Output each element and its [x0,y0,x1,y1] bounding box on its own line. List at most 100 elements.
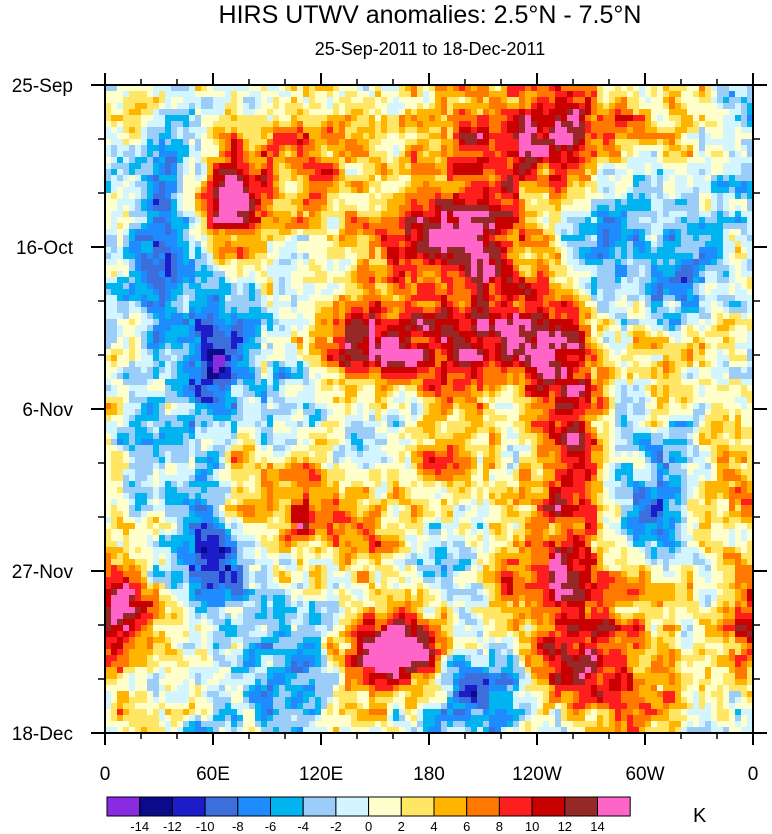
heatmap-cell [129,637,136,644]
heatmap-cell [165,271,172,278]
heatmap-cell [255,325,262,332]
heatmap-cell [153,409,160,416]
heatmap-cell [123,301,130,308]
heatmap-cell [195,559,202,566]
heatmap-cell [351,283,358,290]
heatmap-cell [279,523,286,530]
heatmap-cell [345,175,352,182]
heatmap-cell [249,211,256,218]
heatmap-cell [195,97,202,104]
heatmap-cell [279,565,286,572]
heatmap-cell [315,295,322,302]
heatmap-cell [315,91,322,98]
heatmap-cell [303,601,310,608]
heatmap-cell [189,577,196,584]
heatmap-cell [195,163,202,170]
heatmap-cell [375,697,382,704]
heatmap-cell [207,541,214,548]
heatmap-cell [159,643,166,650]
heatmap-cell [177,721,184,728]
heatmap-cell [219,505,226,512]
heatmap-cell [321,715,328,722]
heatmap-cell [135,589,142,596]
heatmap-cell [171,487,178,494]
heatmap-cell [105,637,112,644]
heatmap-cell [333,631,340,638]
heatmap-cell [135,541,142,548]
heatmap-cell [117,673,124,680]
heatmap-cell [159,625,166,632]
heatmap-cell [375,151,382,158]
heatmap-cell [249,715,256,722]
heatmap-cell [219,433,226,440]
heatmap-cell [129,133,136,140]
heatmap-cell [207,313,214,320]
heatmap-cell [201,667,208,674]
heatmap-cell [201,361,208,368]
heatmap-cell [117,157,124,164]
heatmap-cell [279,547,286,554]
heatmap-cell [363,349,370,356]
heatmap-cell [111,553,118,560]
heatmap-cell [333,313,340,320]
heatmap-cell [285,595,292,602]
heatmap-cell [339,169,346,176]
heatmap-cell [309,607,316,614]
heatmap-cell [249,391,256,398]
heatmap-cell [129,247,136,254]
heatmap-cell [381,145,388,152]
heatmap-cell [207,715,214,722]
heatmap-cell [237,643,244,650]
heatmap-cell [153,421,160,428]
heatmap-cell [177,127,184,134]
heatmap-cell [105,679,112,686]
heatmap-cell [105,163,112,170]
heatmap-cell [345,409,352,416]
heatmap-cell [363,127,370,134]
heatmap-cell [309,337,316,344]
heatmap-cell [129,451,136,458]
heatmap-cell [357,205,364,212]
heatmap-cell [321,409,328,416]
heatmap-cell [255,247,262,254]
heatmap-cell [111,223,118,230]
heatmap-cell [357,379,364,386]
heatmap-cell [201,157,208,164]
heatmap-cell [159,637,166,644]
heatmap-cell [303,655,310,662]
heatmap-cell [261,433,268,440]
heatmap-cell [273,475,280,482]
heatmap-cell [147,487,154,494]
heatmap-cell [339,337,346,344]
heatmap-cell [297,685,304,692]
heatmap-cell [165,505,172,512]
heatmap-cell [255,241,262,248]
heatmap-cell [189,493,196,500]
heatmap-cell [159,697,166,704]
heatmap-cell [249,121,256,128]
heatmap-cell [117,697,124,704]
heatmap-cell [219,241,226,248]
heatmap-cell [363,397,370,404]
heatmap-cell [369,415,376,422]
heatmap-cell [375,343,382,350]
heatmap-cell [231,481,238,488]
heatmap-cell [153,319,160,326]
heatmap-cell [297,613,304,620]
heatmap-cell [111,607,118,614]
heatmap-cell [303,169,310,176]
heatmap-cell [165,511,172,518]
heatmap-cell [315,463,322,470]
heatmap-cell [171,415,178,422]
heatmap-cell [363,307,370,314]
heatmap-cell [255,271,262,278]
heatmap-cell [375,355,382,362]
heatmap-cell [297,649,304,656]
heatmap-cell [333,427,340,434]
heatmap-cell [201,553,208,560]
heatmap-cell [219,139,226,146]
heatmap-cell [237,157,244,164]
heatmap-cell [243,619,250,626]
heatmap-cell [225,619,232,626]
heatmap-cell [273,703,280,710]
